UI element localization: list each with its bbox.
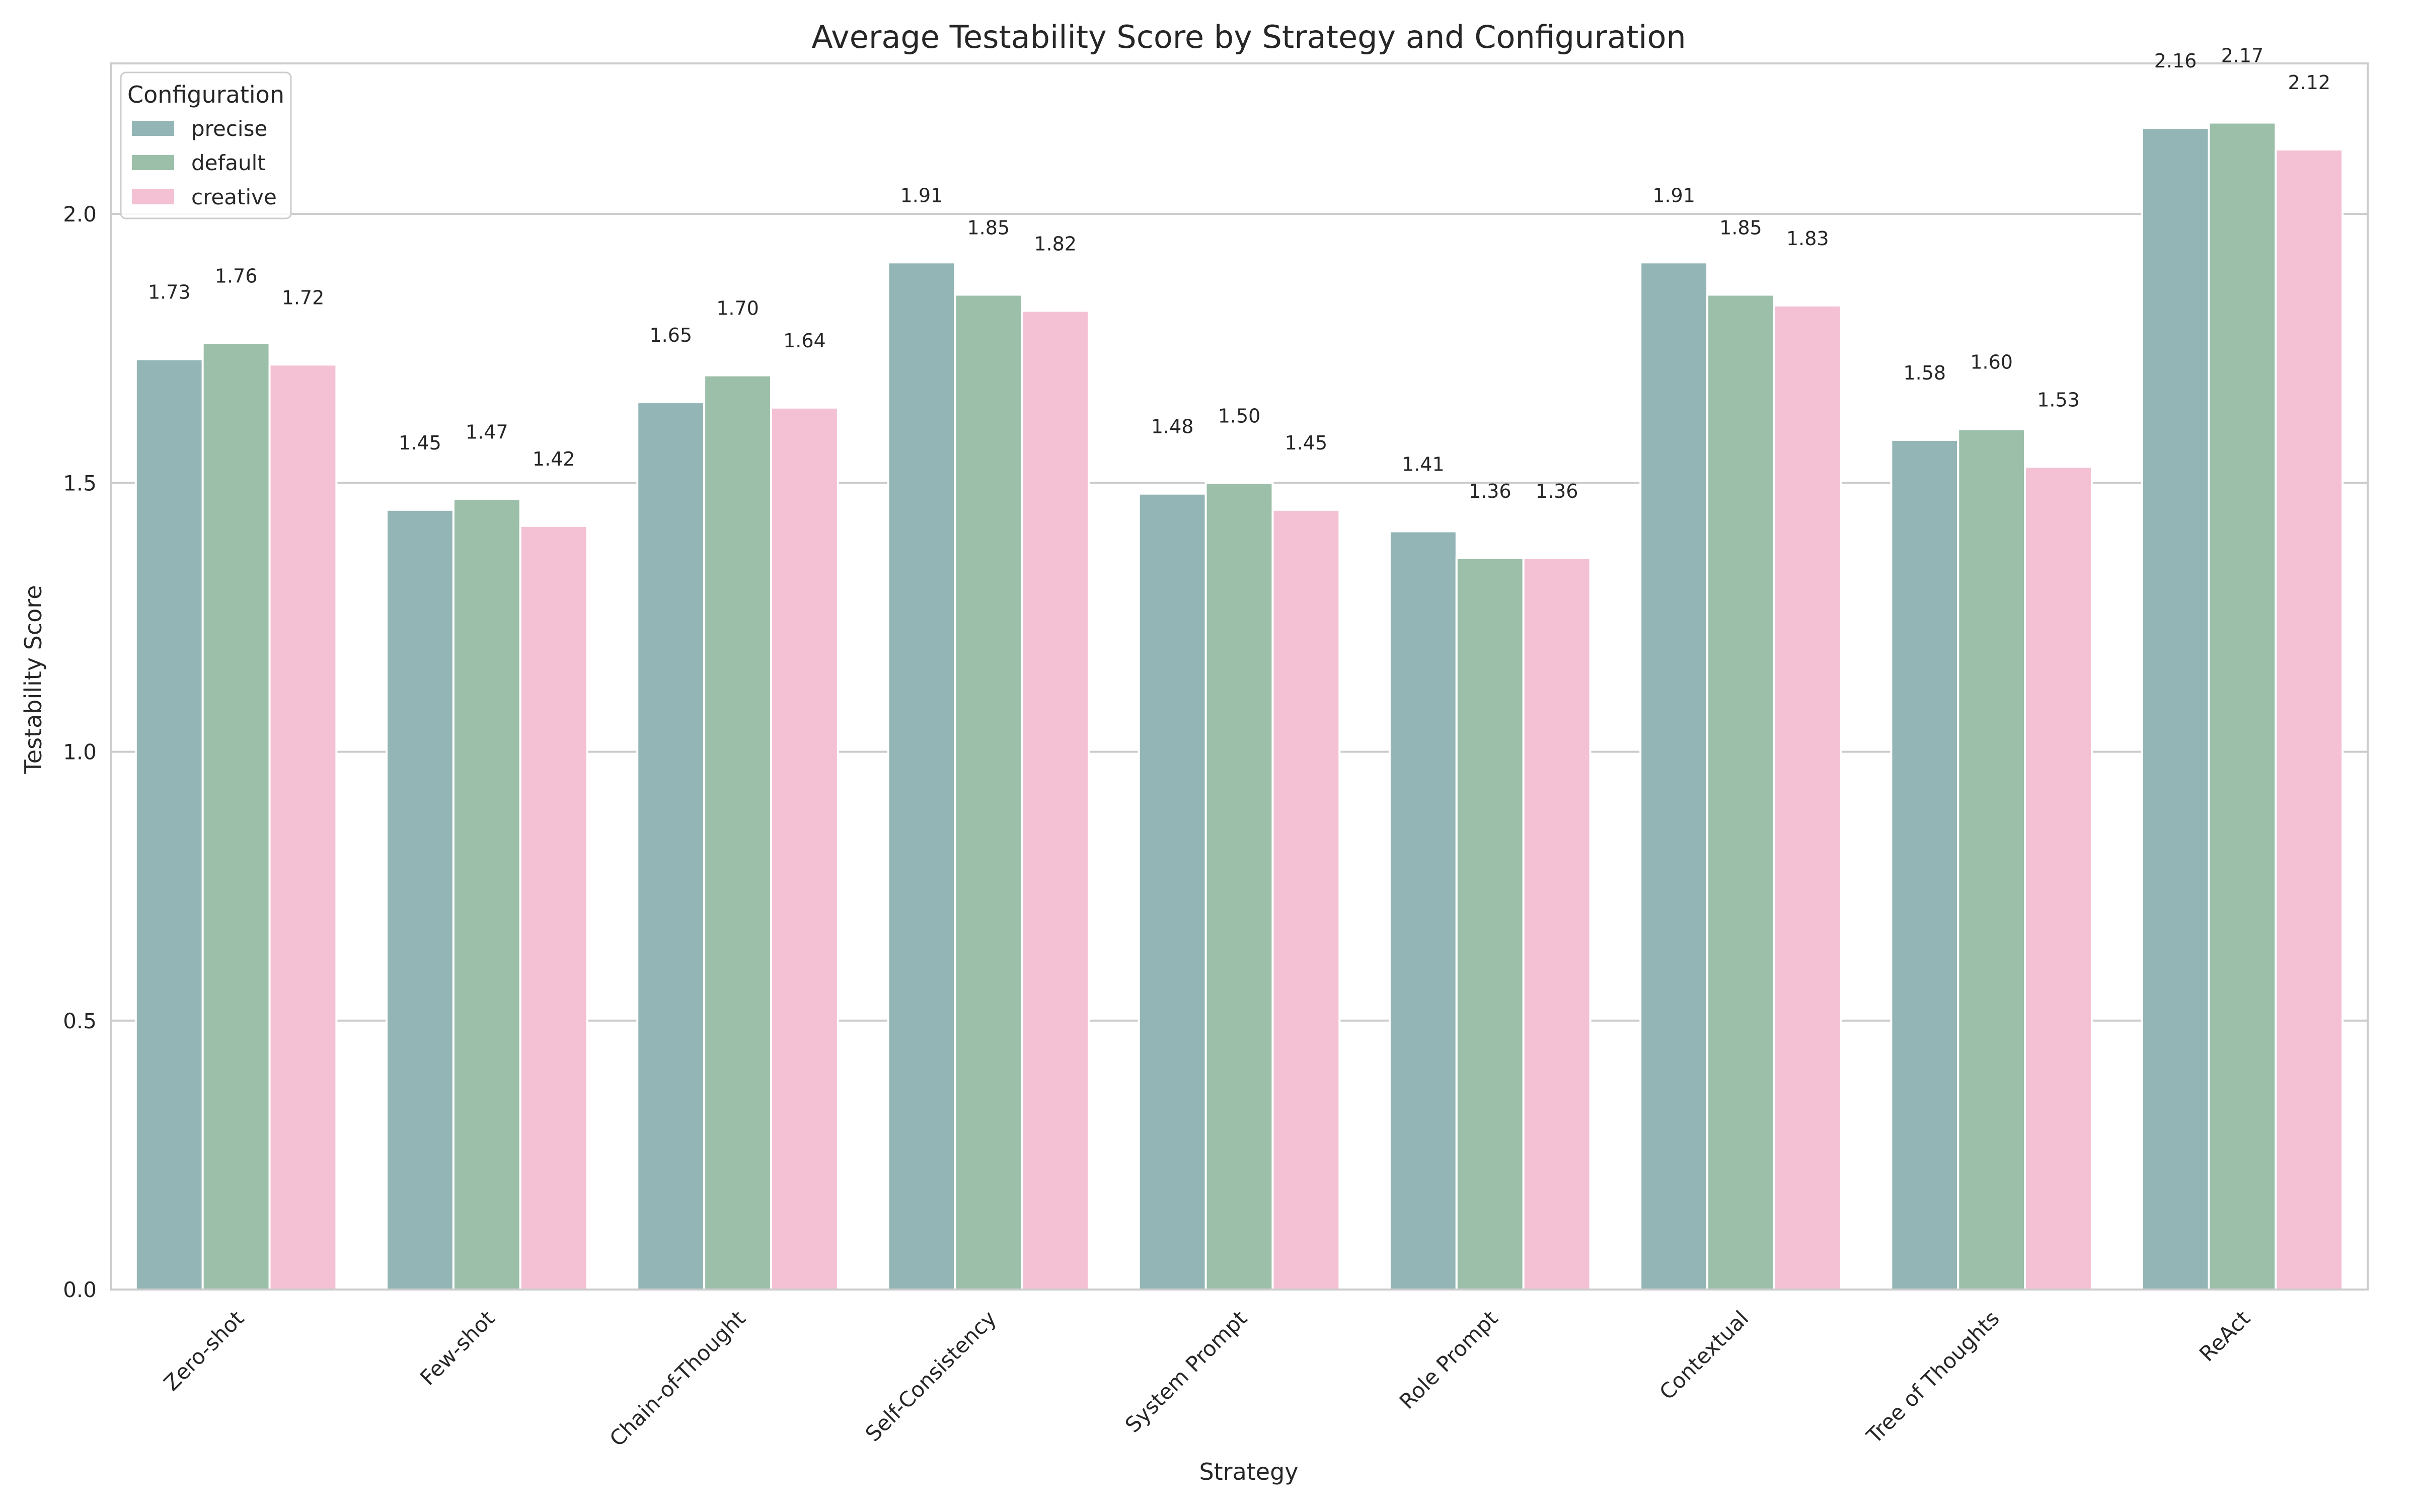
bar-default-3: [703, 374, 772, 1291]
chart-title: Average Testability Score by Strategy an…: [811, 19, 1686, 55]
y-axis-title: Testability Score: [20, 585, 47, 774]
bar-value-label: 1.42: [533, 448, 575, 470]
bar-precise-1: [134, 358, 204, 1291]
bar-value-label: 1.47: [466, 421, 508, 443]
bar-value-label: 1.36: [1469, 480, 1512, 502]
bar-default-1: [201, 342, 271, 1291]
legend-swatch-default: [132, 155, 174, 170]
bar-default-5: [1204, 482, 1274, 1291]
bar-creative-8: [2024, 466, 2093, 1291]
bar-value-label: 1.41: [1402, 453, 1445, 476]
bar-value-label: 1.76: [215, 265, 258, 287]
plot-frame: [110, 62, 2369, 1291]
bar-precise-5: [1138, 492, 1207, 1291]
bar-value-label: 2.17: [2221, 45, 2264, 67]
bar-value-label: 1.58: [1904, 362, 1946, 384]
bar-value-label: 1.70: [716, 297, 759, 320]
bar-value-label: 1.83: [1786, 228, 1829, 250]
legend-label-default: default: [191, 150, 266, 175]
bar-precise-4: [887, 261, 956, 1291]
y-tick-label: 2.0: [63, 202, 97, 226]
legend-items: precise default creative: [132, 116, 277, 209]
bar-value-label: 1.85: [967, 216, 1010, 239]
bar-creative-7: [1773, 304, 1842, 1291]
bar-value-label: 2.16: [2154, 50, 2197, 72]
legend-frame: [120, 71, 292, 219]
bar-default-9: [2208, 121, 2277, 1291]
bar-creative-6: [1522, 557, 1592, 1291]
legend-label-creative: creative: [191, 185, 277, 209]
bar-creative-9: [2275, 148, 2344, 1291]
bar-value-label: 1.72: [282, 286, 325, 309]
bar-creative-3: [770, 406, 839, 1291]
bar-value-label: 1.45: [1285, 432, 1328, 454]
bar-default-7: [1706, 293, 1775, 1291]
bar-default-8: [1957, 428, 2026, 1291]
bar-value-label: 1.73: [148, 281, 191, 304]
bar-creative-4: [1021, 310, 1090, 1291]
bar-value-label: 1.36: [1536, 480, 1578, 502]
y-axis-ticks: 0.0 0.5 1.0 1.5 2.0: [63, 202, 97, 1302]
legend: Configuration precise default creative: [120, 71, 292, 219]
bar-creative-5: [1271, 508, 1341, 1291]
bar-value-label: 1.50: [1218, 405, 1261, 427]
bar-default-2: [452, 498, 521, 1291]
bar-value-labels: 1.73 1.76 1.72 1.45 1.47 1.42 1.65 1.70 1.64 1.91…: [148, 45, 2330, 502]
legend-swatch-precise: [132, 121, 174, 136]
bar-value-label: 1.48: [1151, 416, 1194, 438]
bar-precise-8: [1890, 438, 1959, 1291]
y-tick-label: 1.0: [63, 740, 97, 765]
bar-value-label: 1.53: [2037, 389, 2080, 411]
bar-creative-2: [519, 524, 588, 1291]
bar-value-label: 1.45: [399, 432, 441, 454]
y-tick-label: 1.5: [63, 471, 97, 495]
bar-creative-1: [268, 363, 338, 1291]
bar-default-4: [954, 293, 1023, 1291]
y-tick-label: 0.0: [63, 1277, 97, 1302]
bar-default-6: [1455, 557, 1525, 1291]
legend-label-precise: precise: [191, 116, 267, 141]
bar-value-label: 1.91: [1652, 184, 1695, 206]
y-tick-label: 0.5: [63, 1009, 97, 1033]
bar-precise-7: [1639, 261, 1709, 1291]
bar-value-label: 1.82: [1034, 233, 1077, 255]
x-axis-title: Strategy: [1199, 1458, 1298, 1485]
bar-value-label: 2.12: [2288, 71, 2330, 94]
bar-value-label: 1.64: [783, 330, 826, 352]
legend-title: Configuration: [127, 81, 284, 108]
bar-precise-6: [1388, 530, 1458, 1291]
bar-precise-2: [386, 508, 455, 1291]
bar-value-label: 1.65: [649, 324, 692, 346]
legend-swatch-creative: [132, 189, 174, 204]
bars: [134, 121, 2344, 1291]
bar-value-label: 1.60: [1970, 351, 2013, 373]
bar-precise-3: [636, 401, 706, 1291]
bar-value-label: 1.91: [900, 184, 943, 206]
bar-precise-9: [2141, 127, 2210, 1291]
bar-value-label: 1.85: [1719, 216, 1762, 239]
